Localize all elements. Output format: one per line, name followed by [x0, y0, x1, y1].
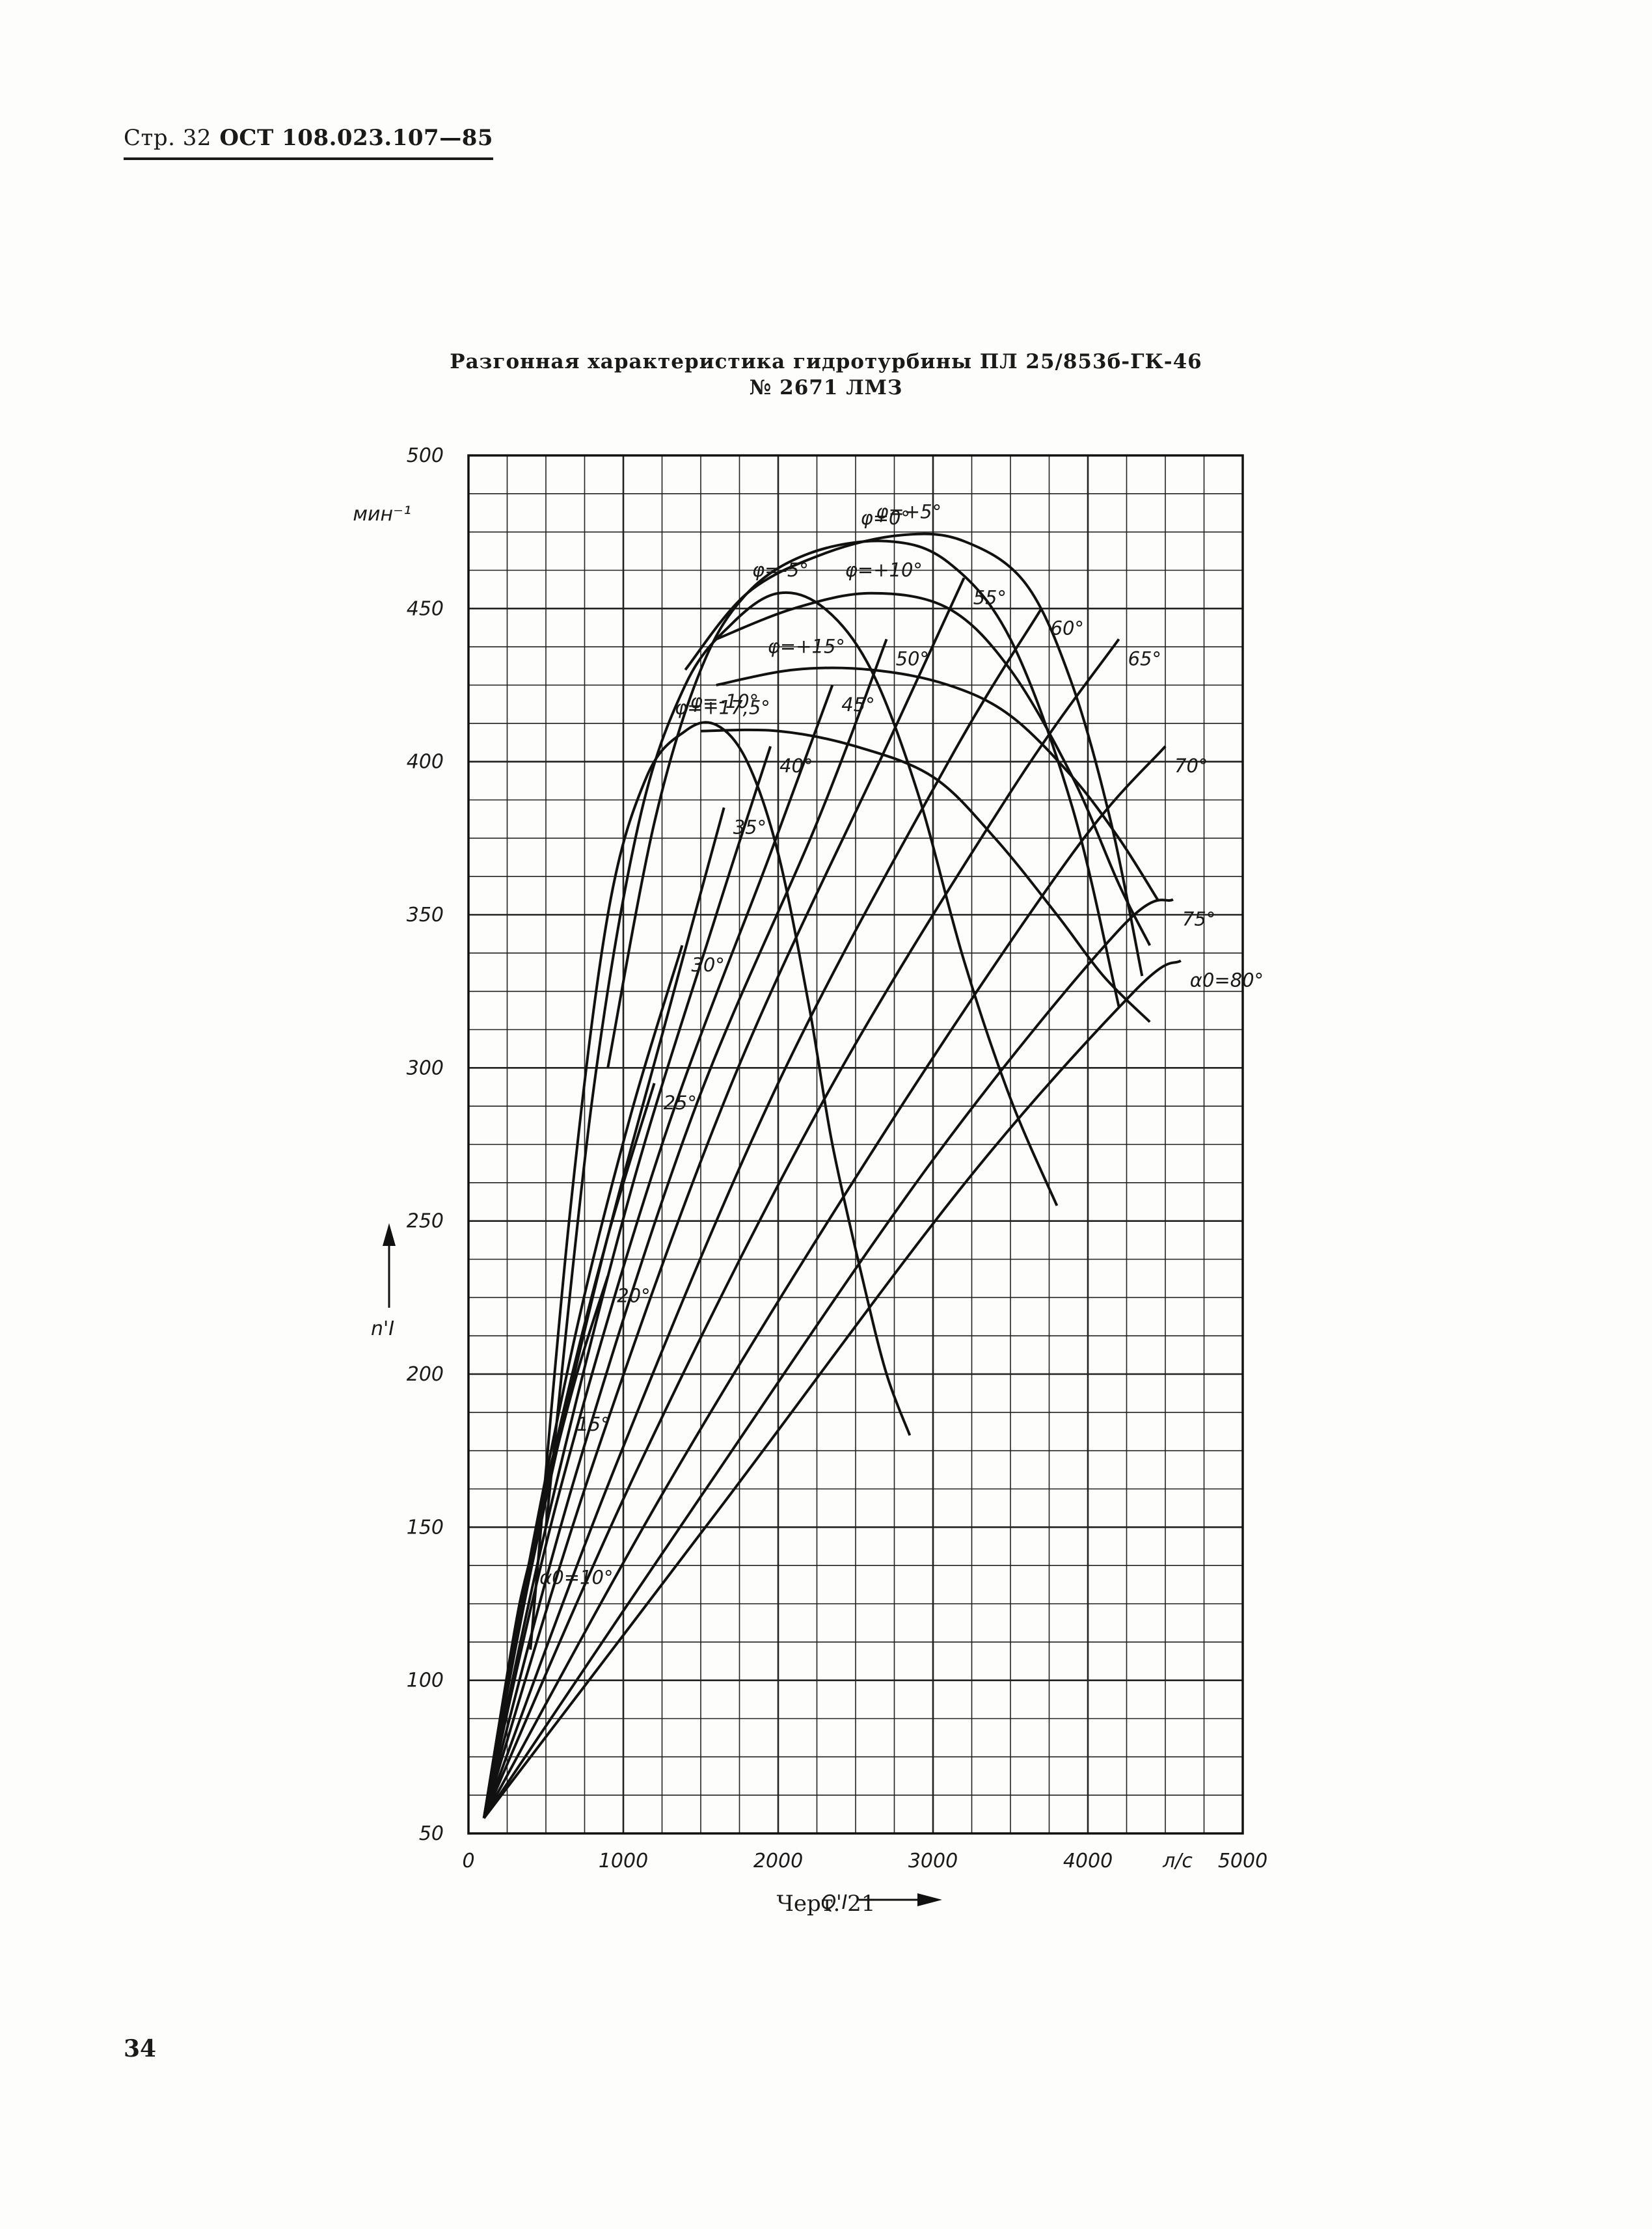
y-axis-arrowhead	[383, 1223, 396, 1246]
guide-vane-curve	[482, 577, 966, 1819]
figure-caption: Черт. 21	[776, 1891, 876, 1917]
guide-vane-label: 45°	[841, 694, 874, 716]
guide-vane-curve	[483, 898, 1174, 1819]
guide-vane-curve	[482, 638, 1120, 1819]
guide-vane-label: 40°	[779, 755, 813, 777]
guide-vane-label: 75°	[1182, 908, 1215, 930]
blade-angle-curve	[716, 591, 1151, 946]
page-number: 34	[124, 2035, 157, 2062]
blade-angle-curve	[684, 532, 1144, 977]
guide-vane-label: 25°	[664, 1092, 697, 1114]
blade-angle-curve	[716, 666, 1159, 900]
blade-angle-curve	[606, 539, 1120, 1068]
y-tick-label: 100	[407, 1669, 444, 1692]
chart-title-line1: Разгонная характеристика гидротурбины ПЛ…	[450, 350, 1202, 373]
guide-vane-curve	[482, 746, 772, 1818]
y-axis-label: n'I	[371, 1317, 394, 1340]
y-tick-label: 250	[407, 1210, 444, 1233]
guide-vane-label: 30°	[691, 954, 724, 976]
x-tick-label: 3000	[908, 1850, 958, 1872]
blade-angle-label: φ=+5°	[876, 500, 941, 522]
chart-title: Разгонная характеристика гидротурбины ПЛ…	[0, 349, 1652, 401]
y-tick-label: 150	[407, 1516, 444, 1539]
guide-vane-label: 20°	[617, 1284, 650, 1306]
guide-vane-label: 70°	[1174, 755, 1208, 777]
y-axis-unit: мин⁻¹	[353, 503, 411, 526]
x-tick-label: 2000	[753, 1850, 803, 1872]
guide-vane-label: 65°	[1128, 647, 1161, 669]
y-tick-label: 350	[407, 904, 444, 926]
blade-angle-label: φ=-10°	[690, 690, 759, 712]
guide-vane-curve	[482, 807, 725, 1818]
blade-angle-curve	[545, 591, 1059, 1528]
guide-vane-label: 50°	[896, 647, 929, 669]
guide-vane-label: α0=80°	[1190, 969, 1264, 992]
x-axis-arrowhead	[917, 1893, 942, 1906]
guide-vane-label: 60°	[1051, 617, 1084, 639]
page-header: Стр. 32 ОСТ 108.023.107—85	[124, 125, 494, 160]
guide-vane-label: 55°	[973, 586, 1007, 608]
guide-vane-curve	[483, 959, 1182, 1819]
guide-vane-label: 15°	[576, 1413, 610, 1435]
guide-vane-curve	[482, 608, 1043, 1819]
x-axis-label: Q'I	[821, 1891, 848, 1914]
y-tick-label: 300	[407, 1057, 444, 1079]
x-tick-label: 0	[462, 1850, 474, 1872]
x-axis-unit: л/с	[1162, 1850, 1193, 1872]
chart-title-line2: № 2671 ЛМЗ	[749, 376, 903, 399]
blade-angle-label: φ=+17,5°	[675, 697, 770, 719]
blade-angle-label: φ=+15°	[768, 635, 845, 657]
guide-vane-curve	[482, 638, 888, 1819]
guide-vane-label: α0=10°	[539, 1566, 613, 1588]
plot-frame	[467, 454, 1244, 1835]
x-tick-label: 4000	[1063, 1850, 1113, 1872]
y-tick-label: 200	[407, 1363, 444, 1386]
curve-labels: α0=10° 15° 20° 25° 30° 35° 40° 45° 50° 55° 60° 65° 7…	[539, 500, 1264, 1588]
blade-angle-label: φ=+10°	[845, 559, 923, 581]
guide-vane-curve	[482, 945, 684, 1818]
x-tick-label: 5000	[1218, 1850, 1267, 1872]
guide-vane-curve	[483, 745, 1167, 1819]
blade-angle-curve	[529, 721, 912, 1650]
y-tick-label: 400	[407, 751, 444, 774]
guide-vane-curve	[482, 684, 834, 1818]
blade-angle-label: φ=0°	[861, 507, 910, 529]
guide-vane-label: 35°	[733, 816, 766, 838]
header-doc: ОСТ 108.023.107—85	[219, 125, 494, 151]
chart-axes	[383, 454, 1244, 1906]
y-tick-label: 50	[419, 1822, 444, 1845]
blade-angle-curves	[529, 532, 1159, 1650]
y-tick-label: 500	[407, 444, 444, 467]
y-tick-label: 450	[407, 597, 444, 620]
header-page: Стр. 32	[124, 125, 211, 151]
x-tick-label: 1000	[599, 1850, 648, 1872]
chart-grid	[467, 454, 1244, 1835]
blade-angle-curve	[700, 728, 1151, 1023]
blade-angle-label: φ=-5°	[752, 559, 809, 581]
guide-vane-curves	[482, 577, 1182, 1819]
